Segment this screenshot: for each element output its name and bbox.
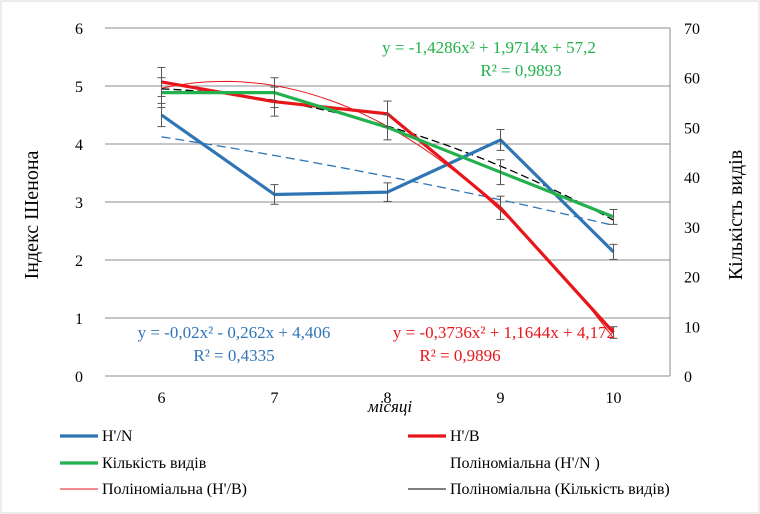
x-axis-title: місяці	[367, 397, 413, 416]
y-tick-2: 2	[75, 253, 83, 270]
x-tick-7: 7	[271, 390, 279, 407]
y2-tick-0: 0	[684, 369, 692, 386]
equation-red-line2: R² = 0,9896	[419, 346, 500, 365]
y-tick-6: 6	[75, 21, 83, 38]
x-tick-10: 10	[606, 390, 622, 407]
equation-blue: y = -0,02x² - 0,262x + 4,406 R² = 0,4335	[138, 323, 331, 365]
x-tick-6: 6	[158, 390, 166, 407]
y-tick-1: 1	[75, 311, 83, 328]
y2-axis-title: Кількість видів	[725, 150, 747, 280]
y2-tick-50: 50	[684, 120, 700, 137]
y-tick-labels: 0 1 2 3 4 5 6	[75, 21, 83, 386]
y-tick-4: 4	[75, 137, 83, 154]
y2-tick-40: 40	[684, 170, 700, 187]
x-tick-labels: 6 7 8 9 10	[158, 390, 622, 407]
equation-green-line2: R² = 0,9893	[480, 61, 561, 80]
error-bars	[157, 66, 618, 339]
equation-green-line1: y = -1,4286x² + 1,9714x + 57,2	[382, 38, 596, 57]
x-tick-9: 9	[497, 390, 505, 407]
y-tick-5: 5	[75, 79, 83, 96]
axes	[105, 28, 671, 377]
y2-tick-30: 30	[684, 220, 700, 237]
legend: H'/N H'/B Кількість видів Поліноміальна (H'…	[60, 428, 670, 498]
legend-label-2: Кількість видів	[102, 455, 207, 472]
legend-label-1: H'/B	[450, 428, 480, 445]
trendline-0	[161, 136, 614, 227]
legend-label-0: H'/N	[102, 428, 133, 445]
y2-tick-labels: 0 10 20 30 40 50 60 70	[684, 21, 700, 386]
equation-red: y = -0,3736x² + 1,1644x + 4,172 R² = 0,9…	[393, 323, 615, 365]
y2-tick-10: 10	[684, 319, 700, 336]
legend-label-3: Поліноміальна (H'/N )	[450, 455, 600, 472]
y2-tick-60: 60	[684, 71, 700, 88]
y-tick-0: 0	[75, 369, 83, 386]
y-axis-title: Індекс Шенона	[21, 150, 43, 279]
legend-label-4: Поліноміальна (H'/B)	[102, 481, 247, 498]
x-tick-8: 8	[384, 390, 392, 407]
y2-tick-70: 70	[684, 21, 700, 38]
equation-blue-line2: R² = 0,4335	[193, 346, 274, 365]
equation-red-line1: y = -0,3736x² + 1,1644x + 4,172	[393, 323, 615, 342]
legend-label-5: Поліноміальна (Кількість видів)	[450, 481, 670, 498]
gridlines	[105, 27, 670, 319]
equation-blue-line1: y = -0,02x² - 0,262x + 4,406	[138, 323, 331, 342]
equation-green: y = -1,4286x² + 1,9714x + 57,2 R² = 0,98…	[382, 38, 596, 80]
y2-tick-20: 20	[684, 270, 700, 287]
y-tick-3: 3	[75, 195, 83, 212]
